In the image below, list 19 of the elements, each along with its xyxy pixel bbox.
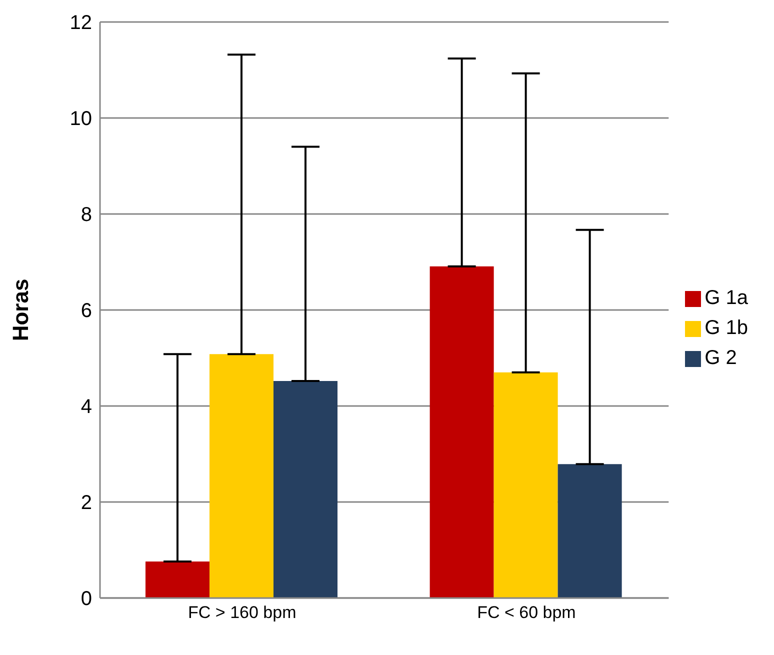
- y-tick-label: 4: [80, 396, 92, 418]
- y-tick-label: 6: [80, 300, 92, 322]
- bar: [209, 354, 274, 598]
- bar: [558, 464, 622, 598]
- y-tick-label: 8: [80, 204, 92, 226]
- bar: [494, 372, 558, 598]
- y-tick-label: 10: [70, 108, 92, 130]
- x-tick-label: FC > 160 bpm: [188, 603, 296, 622]
- x-tick-label: FC < 60 bpm: [477, 603, 576, 622]
- bar: [145, 562, 210, 598]
- legend-label: G 1a: [704, 287, 748, 309]
- y-axis-title: Horas: [8, 278, 33, 342]
- legend-label: G 1b: [704, 317, 748, 339]
- y-tick-label: 0: [80, 588, 92, 610]
- bar: [430, 266, 494, 598]
- bar: [273, 381, 338, 598]
- y-tick-label: 2: [80, 492, 92, 514]
- y-tick-label: 12: [70, 12, 92, 34]
- legend-label: G 2: [704, 347, 737, 369]
